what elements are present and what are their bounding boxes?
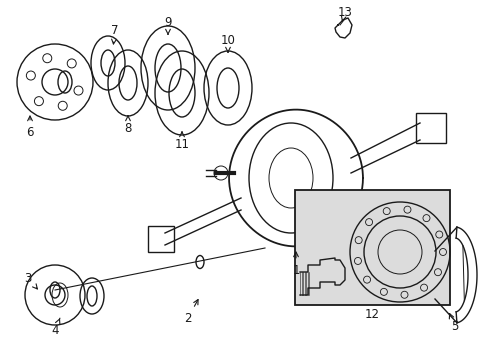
Text: 1: 1 [292, 252, 299, 276]
Ellipse shape [196, 256, 203, 269]
Text: 4: 4 [51, 318, 60, 337]
Text: 11: 11 [174, 132, 189, 152]
Text: 5: 5 [448, 314, 458, 333]
Text: 3: 3 [24, 271, 37, 289]
Text: 7: 7 [111, 23, 119, 44]
Text: 6: 6 [26, 116, 34, 139]
Bar [294, 190, 449, 305]
Bar [415, 113, 445, 143]
Text: 8: 8 [124, 116, 131, 135]
Text: 10: 10 [220, 33, 235, 52]
Text: 2: 2 [184, 300, 198, 324]
Bar [148, 226, 174, 252]
Text: 13: 13 [337, 5, 352, 21]
Text: 9: 9 [164, 15, 171, 34]
Text: 12: 12 [364, 309, 379, 321]
Ellipse shape [50, 282, 60, 298]
